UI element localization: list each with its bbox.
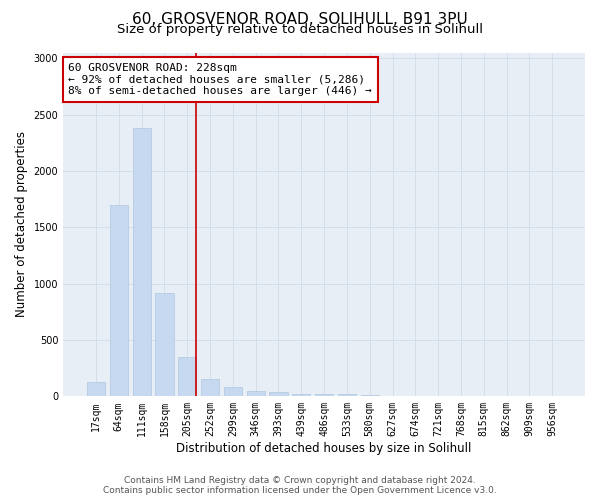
Bar [178, 357, 196, 397]
Text: 60 GROSVENOR ROAD: 228sqm
← 92% of detached houses are smaller (5,286)
8% of sem: 60 GROSVENOR ROAD: 228sqm ← 92% of detac… [68, 63, 372, 96]
Bar [247, 390, 265, 396]
Bar [361, 394, 379, 396]
Bar [338, 394, 356, 396]
Bar [224, 387, 242, 396]
Bar [155, 292, 173, 397]
Bar [87, 382, 105, 396]
Text: Contains HM Land Registry data © Crown copyright and database right 2024.
Contai: Contains HM Land Registry data © Crown c… [103, 476, 497, 495]
Bar [110, 204, 128, 396]
Bar [201, 379, 219, 396]
Bar [269, 392, 287, 396]
Text: 60, GROSVENOR ROAD, SOLIHULL, B91 3PU: 60, GROSVENOR ROAD, SOLIHULL, B91 3PU [132, 12, 468, 28]
Text: Size of property relative to detached houses in Solihull: Size of property relative to detached ho… [117, 22, 483, 36]
X-axis label: Distribution of detached houses by size in Solihull: Distribution of detached houses by size … [176, 442, 472, 455]
Bar [292, 394, 310, 396]
Y-axis label: Number of detached properties: Number of detached properties [15, 132, 28, 318]
Bar [315, 394, 333, 396]
Bar [133, 128, 151, 396]
